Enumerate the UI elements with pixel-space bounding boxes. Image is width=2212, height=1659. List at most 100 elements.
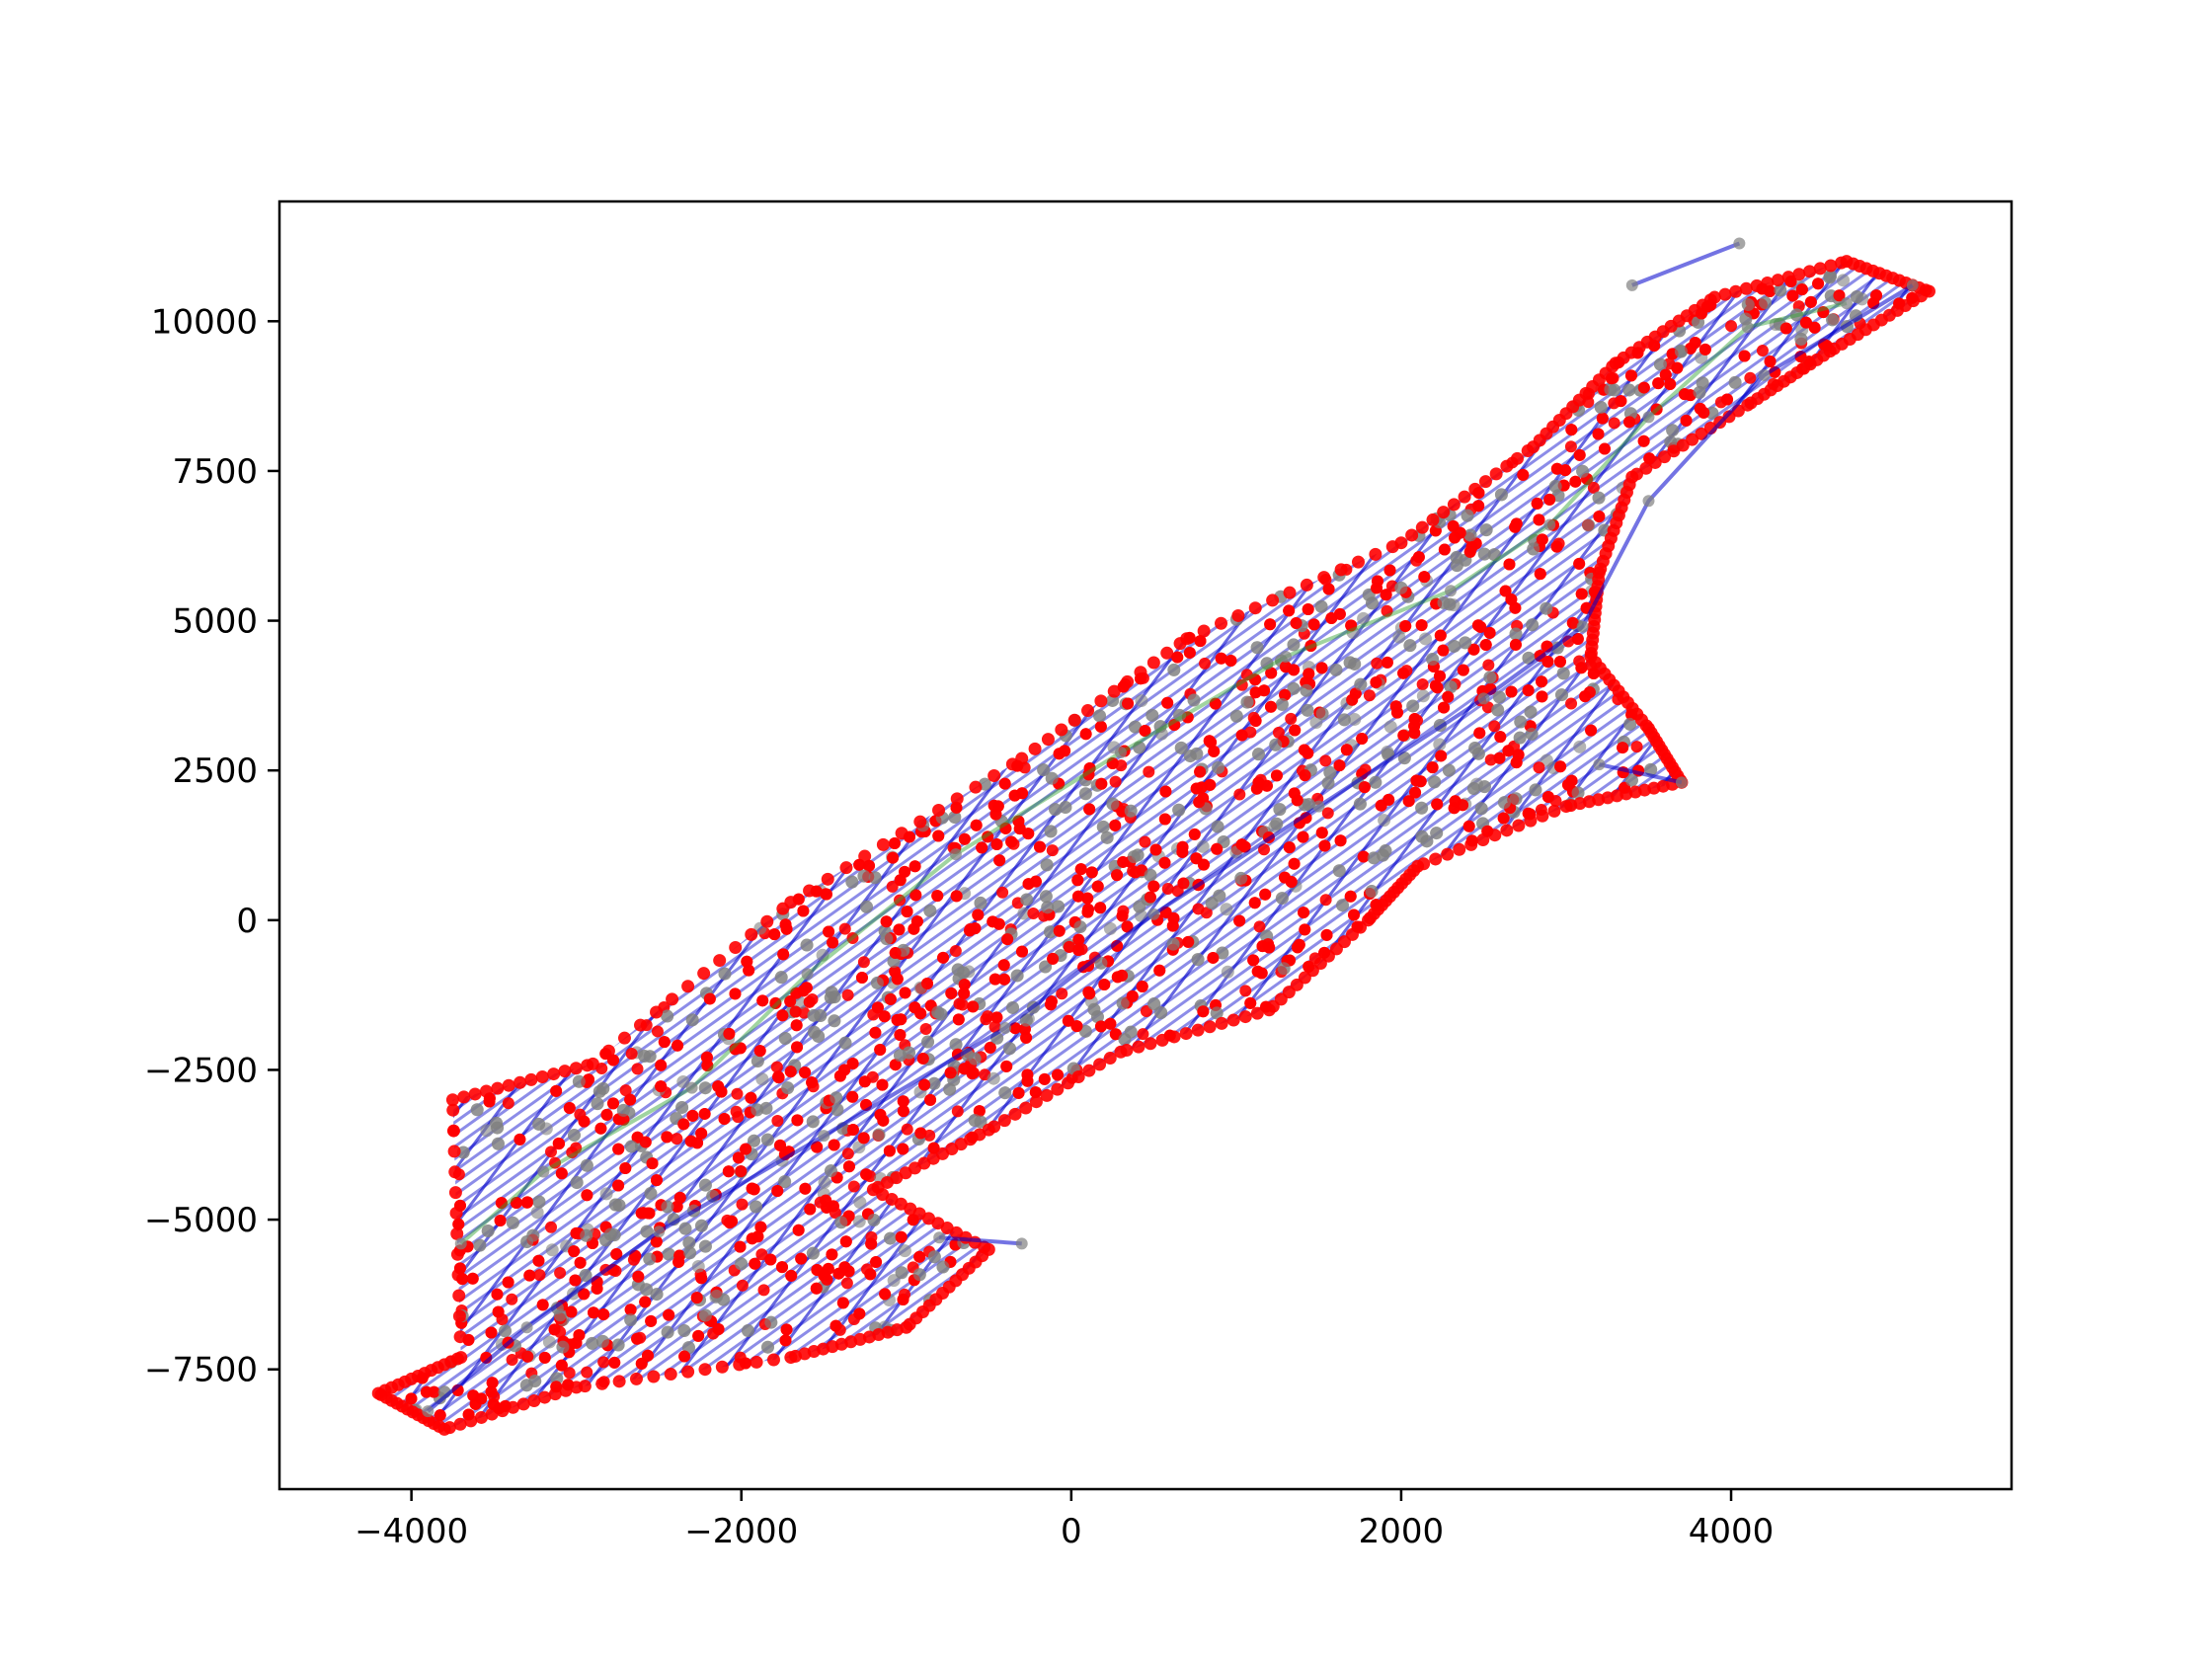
node-red	[447, 1145, 461, 1158]
series-point	[1625, 278, 1638, 291]
node-red	[555, 1359, 568, 1372]
node-gray	[931, 1005, 945, 1019]
node-gray	[1135, 694, 1148, 708]
node-gray	[1573, 740, 1587, 753]
node-red	[1029, 1086, 1042, 1099]
node-red	[858, 1075, 871, 1088]
node-red	[969, 922, 982, 935]
node-gray	[884, 1231, 898, 1245]
node-red	[860, 1168, 873, 1181]
node-gray	[1394, 581, 1408, 594]
node-red	[1250, 1006, 1264, 1020]
node-red	[610, 1248, 623, 1261]
node-gray	[1487, 548, 1501, 562]
node-gray	[662, 1247, 675, 1261]
node-red	[1729, 284, 1743, 298]
node-gray	[567, 1129, 581, 1143]
node-red	[1081, 704, 1095, 718]
node-red	[686, 1109, 699, 1122]
node-red	[634, 1018, 648, 1032]
node-red	[1063, 940, 1075, 953]
node-red	[617, 1031, 631, 1045]
node-red	[612, 1143, 625, 1155]
node-gray	[1416, 689, 1430, 703]
node-red	[554, 1266, 567, 1279]
node-red	[1333, 759, 1346, 772]
node-red	[495, 1197, 508, 1210]
node-red	[506, 1354, 518, 1367]
node-red	[450, 1226, 464, 1240]
node-gray	[860, 900, 874, 913]
node-red	[608, 1356, 621, 1369]
node-red	[790, 1019, 803, 1032]
node-red	[821, 888, 833, 901]
node-red	[1207, 951, 1220, 964]
node-red	[448, 1165, 462, 1179]
node-red	[1517, 468, 1530, 481]
node-gray	[1173, 708, 1187, 722]
node-red	[1082, 1064, 1096, 1077]
node-gray	[1556, 667, 1570, 680]
node-red	[869, 1026, 882, 1039]
node-red	[1180, 632, 1194, 646]
series-point	[1279, 650, 1292, 663]
node-red	[857, 956, 870, 969]
node-red	[810, 1282, 823, 1295]
node-red	[1319, 894, 1332, 907]
series-point	[1741, 321, 1754, 334]
node-red	[895, 1230, 908, 1243]
node-red	[999, 822, 1012, 834]
node-red	[569, 1062, 583, 1075]
node-red	[1109, 819, 1122, 831]
node-gray	[1002, 1042, 1016, 1056]
node-gray	[943, 1082, 957, 1096]
node-gray	[778, 1175, 792, 1189]
node-red	[485, 1326, 498, 1339]
node-gray	[1592, 491, 1606, 505]
node-red	[886, 880, 899, 893]
node-gray	[1147, 997, 1161, 1011]
node-red	[840, 1277, 853, 1290]
node-red	[1569, 475, 1582, 488]
node-red	[1541, 656, 1554, 669]
node-gray	[1040, 858, 1054, 872]
node-red	[617, 1113, 630, 1126]
node-red	[1593, 510, 1606, 522]
node-red	[984, 1041, 996, 1054]
node-red	[1083, 761, 1096, 774]
node-red	[1437, 506, 1451, 519]
node-gray	[611, 1338, 625, 1352]
node-red	[1034, 840, 1047, 853]
node-red	[1383, 564, 1396, 577]
node-gray	[1369, 775, 1382, 789]
node-red	[723, 1217, 736, 1229]
node-red	[533, 1269, 546, 1282]
node-red	[563, 1102, 576, 1115]
node-gray	[1526, 618, 1540, 632]
node-red	[842, 1160, 855, 1173]
node-red	[1005, 835, 1018, 848]
node-red	[1489, 467, 1503, 481]
node-gray	[1144, 868, 1157, 882]
node-red	[1739, 281, 1753, 295]
node-red	[1429, 852, 1443, 866]
node-red	[740, 1143, 752, 1155]
node-red	[729, 1043, 742, 1056]
node-red	[664, 1368, 677, 1382]
node-red	[1015, 751, 1029, 765]
node-red	[865, 1237, 878, 1250]
node-red	[969, 780, 983, 794]
node-red	[1433, 670, 1446, 682]
node-red	[1040, 1088, 1054, 1102]
node-red	[972, 908, 985, 921]
node-gray	[698, 1308, 712, 1322]
node-gray	[1073, 920, 1087, 934]
node-gray	[691, 1260, 705, 1274]
node-gray	[1448, 639, 1462, 653]
node-red	[1258, 843, 1271, 856]
node-red	[1721, 393, 1734, 406]
node-red	[1029, 875, 1042, 888]
node-red	[776, 1261, 789, 1274]
node-red	[753, 1045, 766, 1058]
node-gray	[1273, 803, 1287, 817]
